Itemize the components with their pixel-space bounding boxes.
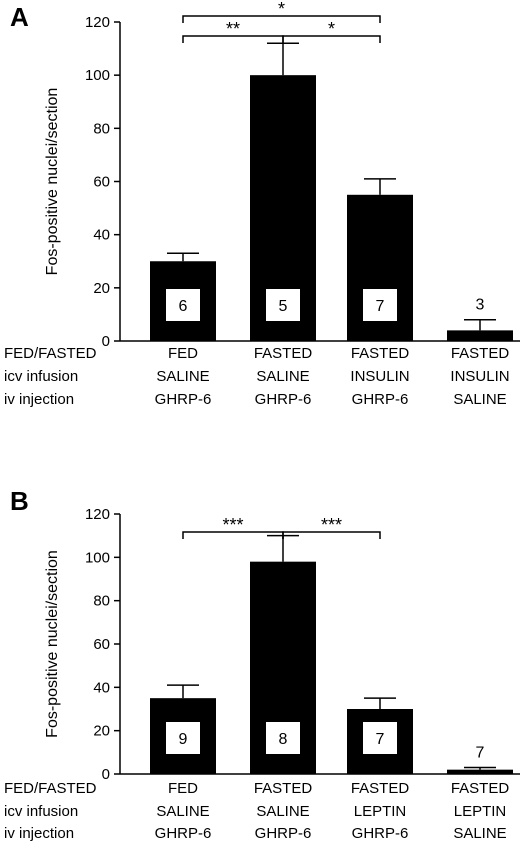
y-tick-label: 20 — [93, 723, 110, 740]
row-label: iv injection — [4, 825, 74, 842]
category-label: LEPTIN — [354, 803, 407, 820]
y-tick-label: 0 — [102, 333, 110, 350]
category-label: GHRP-6 — [155, 391, 212, 408]
category-label: GHRP-6 — [255, 825, 312, 842]
category-label: FASTED — [254, 345, 313, 362]
y-tick-label: 0 — [102, 766, 110, 783]
y-tick-label: 120 — [85, 14, 110, 31]
significance-label: *** — [321, 515, 342, 535]
n-label: 5 — [279, 298, 288, 315]
category-label: GHRP-6 — [352, 825, 409, 842]
y-tick-label: 120 — [85, 506, 110, 523]
row-label: icv infusion — [4, 368, 78, 385]
n-label: 8 — [279, 731, 288, 748]
category-label: SALINE — [256, 803, 309, 820]
y-tick-label: 60 — [93, 636, 110, 653]
y-tick-label: 100 — [85, 549, 110, 566]
n-label: 7 — [376, 298, 385, 315]
row-label: FED/FASTED — [4, 345, 97, 362]
y-tick-label: 40 — [93, 679, 110, 696]
row-label: iv injection — [4, 391, 74, 408]
panel-a: A 0 20 40 60 80 100 120 Fos-positive nuclei/sect… — [4, 0, 520, 408]
bar — [447, 769, 513, 774]
n-label: 6 — [179, 298, 188, 315]
significance-label: * — [328, 19, 335, 39]
y-tick-label: 80 — [93, 120, 110, 137]
panel-letter: A — [10, 2, 29, 32]
category-label: FED — [168, 780, 198, 797]
category-label: SALINE — [256, 368, 309, 385]
y-tick-label: 100 — [85, 67, 110, 84]
y-tick-label: 80 — [93, 593, 110, 610]
panel-b: B 0 20 40 60 80 100 120 Fos-positive nuclei/sect… — [4, 486, 520, 842]
n-box — [363, 722, 397, 754]
n-box — [363, 289, 397, 321]
n-label: 9 — [179, 731, 188, 748]
category-label: LEPTIN — [454, 803, 507, 820]
y-tick-label: 60 — [93, 174, 110, 191]
row-label: FED/FASTED — [4, 780, 97, 797]
category-label: FASTED — [451, 780, 510, 797]
n-box — [266, 289, 300, 321]
row-label: icv infusion — [4, 803, 78, 820]
category-label: FASTED — [351, 345, 410, 362]
category-label: FASTED — [254, 780, 313, 797]
significance-bracket — [182, 15, 381, 23]
n-label: 7 — [376, 731, 385, 748]
category-label: INSULIN — [350, 368, 409, 385]
category-label: SALINE — [156, 803, 209, 820]
category-label: SALINE — [453, 391, 506, 408]
significance-label: *** — [222, 515, 243, 535]
category-label: GHRP-6 — [255, 391, 312, 408]
y-tick-label: 40 — [93, 227, 110, 244]
category-label: GHRP-6 — [352, 391, 409, 408]
panel-letter: B — [10, 486, 29, 516]
bar — [447, 330, 513, 341]
category-label: FASTED — [351, 780, 410, 797]
category-label: INSULIN — [450, 368, 509, 385]
category-label: SALINE — [156, 368, 209, 385]
n-label: 3 — [476, 297, 485, 314]
y-axis-label: Fos-positive nuclei/section — [44, 88, 61, 276]
n-label: 7 — [476, 745, 485, 762]
category-label: GHRP-6 — [155, 825, 212, 842]
significance-label: * — [278, 0, 285, 19]
category-label: FASTED — [451, 345, 510, 362]
y-tick-label: 20 — [93, 280, 110, 297]
category-label: SALINE — [453, 825, 506, 842]
y-axis-label: Fos-positive nuclei/section — [44, 550, 61, 738]
significance-label: ** — [226, 19, 240, 39]
significance-bracket — [282, 531, 381, 539]
n-box — [166, 722, 200, 754]
n-box — [266, 722, 300, 754]
significance-bracket — [282, 35, 381, 43]
n-box — [166, 289, 200, 321]
category-label: FED — [168, 345, 198, 362]
